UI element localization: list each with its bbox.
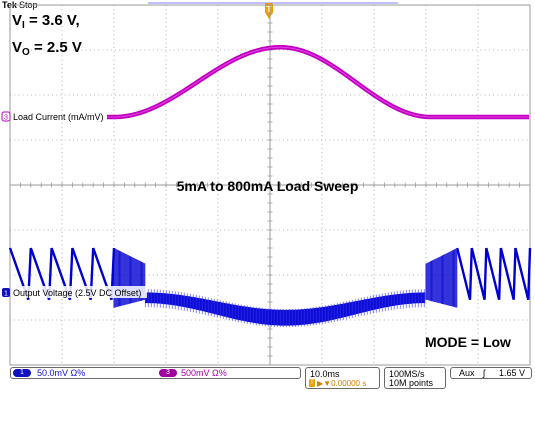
series-label-output-voltage: Output Voltage (2.5V DC Offset): [13, 288, 141, 298]
ch3-ground-number: 3: [4, 115, 8, 122]
mode-label: MODE = Low: [425, 334, 511, 350]
switching-burst: [425, 248, 458, 308]
vo-condition: VO = 2.5 V: [12, 37, 82, 64]
vi-condition: VI = 3.6 V,: [12, 10, 82, 37]
sample-rate: 100MS/s: [389, 369, 425, 379]
ripple-tooth: [29, 247, 53, 301]
input-output-conditions: VI = 3.6 V, VO = 2.5 V: [12, 10, 82, 64]
output-noise-spikes: [144, 289, 425, 328]
waveform-traces: [8, 45, 532, 328]
channel-scale-bar: 1 50.0mV Ω% 3 500mV Ω%: [10, 367, 301, 379]
acquisition-box[interactable]: 100MS/s 10M points: [384, 367, 446, 389]
ch1-badge[interactable]: 1: [13, 369, 31, 377]
ch3-ground-marker: 3: [1, 111, 11, 122]
ripple-tooth: [514, 247, 532, 301]
trigger-delay-value: ▶▼0.00000 s: [317, 379, 367, 388]
trigger-arrow-icon: [266, 14, 272, 19]
ch3-badge[interactable]: 3: [159, 369, 177, 377]
ch1-ground-marker: 1: [2, 288, 10, 298]
ch1-ground-number: 1: [4, 291, 8, 298]
switching-burst: [113, 248, 146, 308]
ch3-scale[interactable]: 500mV Ω%: [181, 368, 227, 378]
vo-symbol: V: [12, 39, 23, 56]
ripple-tooth: [470, 247, 488, 301]
trigger-slope-icon: ʃ: [483, 368, 485, 378]
trigger-box[interactable]: Aux ʃ 1.65 V: [450, 367, 532, 379]
record-length: 10M points: [389, 378, 434, 388]
timebase-value: 10.0ms: [310, 369, 340, 379]
trigger-source: Aux: [459, 368, 475, 378]
vi-symbol: V: [12, 12, 23, 29]
ripple-tooth: [456, 247, 473, 301]
vo-value: = 2.5 V: [29, 39, 82, 56]
vi-subscript: I: [22, 20, 25, 31]
ripple-tooth: [499, 247, 517, 301]
trigger-position-label: T: [267, 5, 272, 14]
series-label-load-current: Load Current (mA/mV): [13, 112, 104, 122]
ripple-tooth: [50, 247, 74, 301]
chart-title: 5mA to 800mA Load Sweep: [176, 178, 359, 194]
trigger-level: 1.65 V: [499, 368, 526, 378]
ripple-tooth: [8, 247, 32, 301]
ripple-tooth: [71, 247, 95, 301]
vo-subscript: O: [22, 47, 30, 58]
load-current-trace-highlight: [107, 46, 529, 118]
vi-value: = 3.6 V,: [24, 12, 80, 29]
trigger-delay-icon: T: [309, 379, 315, 387]
timebase-box[interactable]: 10.0ms T ▶▼0.00000 s: [305, 367, 380, 389]
series-label-backdrop: [11, 286, 147, 298]
ripple-tooth: [92, 247, 116, 301]
ch1-scale[interactable]: 50.0mV Ω%: [37, 368, 86, 378]
ripple-tooth: [485, 247, 503, 301]
